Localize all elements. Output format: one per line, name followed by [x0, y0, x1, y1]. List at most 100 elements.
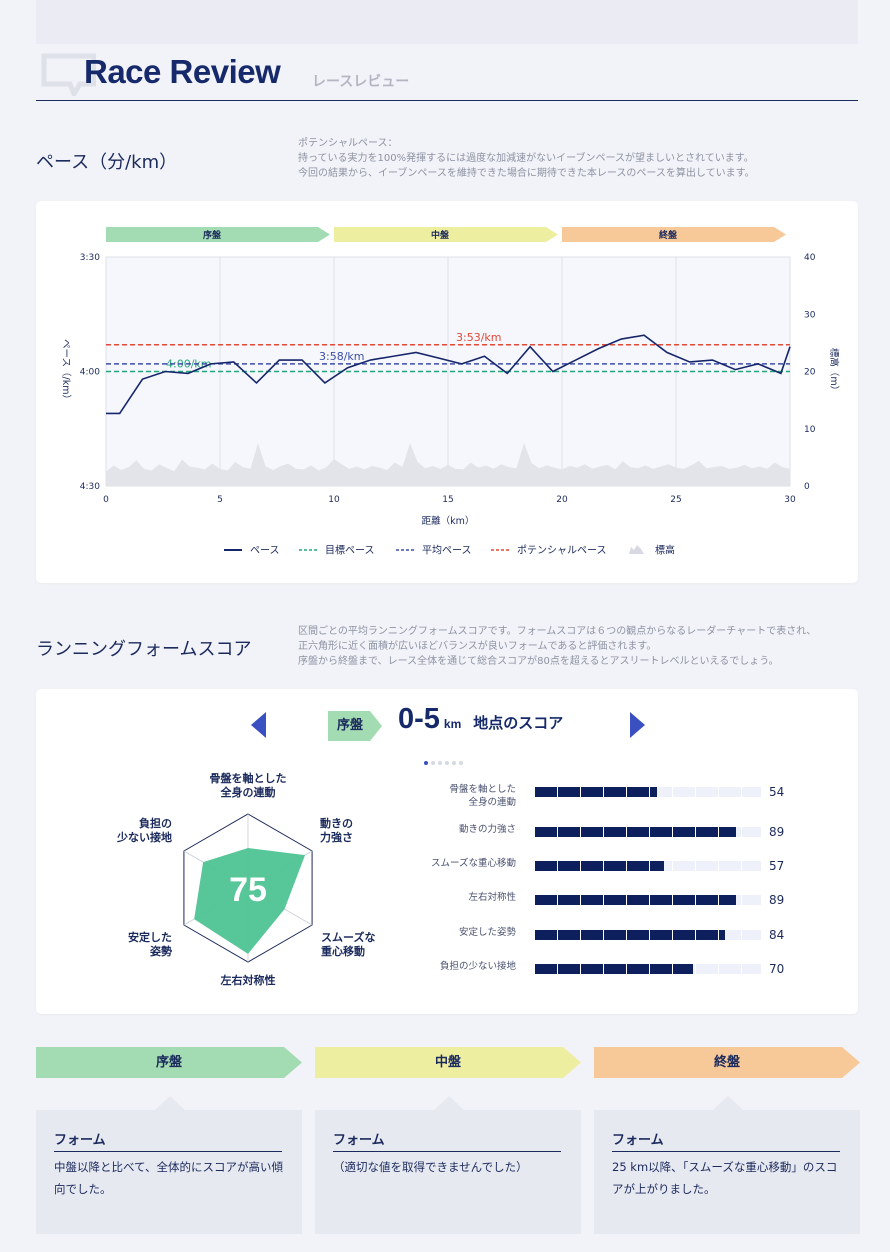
comment-text: （適切な値を取得できませんでした）	[333, 1160, 528, 1174]
phase-banner-early: 序盤	[36, 1047, 302, 1078]
metric-bar-segments	[535, 930, 761, 940]
range-unit: km	[443, 717, 462, 731]
phase-tag: 序盤	[328, 711, 382, 741]
radar-label-posture: 安定した 姿勢	[72, 931, 172, 959]
phase-arrow	[562, 227, 786, 242]
radar-chart: 75	[183, 813, 313, 963]
metric-row: 左右対称性 89	[426, 891, 806, 907]
top-bar	[36, 0, 858, 44]
legend-swatch	[629, 545, 644, 554]
radar-label-line: 動きの	[320, 817, 353, 830]
form-section-desc: 区間ごとの平均ランニングフォームスコアです。フォームスコアは６つの観点からなるレ…	[298, 624, 816, 669]
pagination-dot[interactable]	[452, 761, 456, 765]
radar-label-center-of-mass: スムーズな 重心移動	[321, 931, 375, 959]
legend-label: ポテンシャルペース	[517, 545, 607, 557]
y2-tick-label: 10	[804, 425, 816, 435]
pagination-dots[interactable]	[424, 750, 466, 769]
radar-label-line: 力強さ	[320, 831, 353, 844]
speech-bubble-icon	[41, 53, 96, 96]
metric-row: 安定した姿勢 84	[426, 926, 806, 942]
radar-label-line: 負担の	[139, 817, 172, 830]
reference-label: 3:53/km	[456, 331, 502, 344]
metric-value: 89	[769, 893, 785, 907]
legend-label: ペース	[250, 546, 280, 557]
phase-banner-label: 終盤	[713, 1055, 740, 1070]
radar-label-line: 骨盤を軸とした	[209, 772, 287, 785]
pagination-dot[interactable]	[424, 761, 428, 765]
y2-axis-label: 標高（m）	[828, 348, 840, 395]
pagination-dot[interactable]	[431, 761, 435, 765]
range-value: 0-5	[398, 703, 440, 735]
comment-notch	[155, 1096, 185, 1110]
radar-label-landing: 負担の 少ない接地	[72, 817, 172, 845]
phase-arrow-label: 中盤	[431, 229, 450, 241]
radar-score-area	[194, 848, 306, 954]
form-desc-line: 区間ごとの平均ランニングフォームスコアです。フォームスコアは６つの観点からなるレ…	[298, 626, 817, 637]
metric-name-line: 安定した姿勢	[458, 927, 516, 938]
pace-chart-card: 0 5 10 15 20 25 30 序盤 中盤 終盤 3:30 4:00 4:30 0 10 20 30 40 距…	[36, 201, 858, 583]
pace-line	[106, 334, 791, 415]
comment-notch	[434, 1096, 464, 1110]
radar-label-line: スムーズな	[321, 931, 376, 944]
metric-value: 84	[769, 928, 785, 942]
metric-name-line: 動きの力強さ	[458, 824, 516, 835]
phase-banner-shape	[36, 1047, 302, 1078]
y2-tick-label: 20	[804, 368, 816, 378]
metric-bar-segments	[535, 827, 761, 837]
phase-tag-shape	[328, 711, 382, 741]
x-tick-label: 5	[217, 495, 223, 505]
metric-name-line: 左右対称性	[468, 892, 516, 903]
metric-name: 安定した姿勢	[459, 926, 516, 939]
metric-name: 左右対称性	[468, 891, 516, 904]
metric-bar-track	[535, 827, 761, 837]
pagination-dot[interactable]	[445, 761, 449, 765]
metric-name-line: 負担の少ない接地	[439, 961, 516, 972]
phase-banner-label: 中盤	[434, 1055, 461, 1070]
page-header: Race Review レースレビュー	[36, 44, 858, 101]
metric-bar-track	[535, 787, 761, 797]
y2-tick-label: 40	[804, 253, 816, 263]
phase-banner-shape	[315, 1047, 581, 1078]
radar-label-line: 重心移動	[321, 945, 365, 958]
phase-banner-middle: 中盤	[315, 1047, 581, 1078]
radar-label-line: 安定した	[128, 931, 172, 944]
form-section-title: ランニングフォームスコア	[36, 639, 252, 660]
x-tick-label: 30	[784, 495, 796, 505]
metric-bar-track	[535, 964, 761, 974]
next-section-arrow-icon[interactable]	[630, 712, 645, 738]
metric-value: 54	[769, 785, 785, 799]
metric-value: 57	[769, 859, 785, 873]
comment-text: 中盤以降と比べて、全体的にスコアが高い傾向でした。	[54, 1160, 283, 1196]
prev-section-arrow-icon[interactable]	[251, 712, 266, 738]
comment-title: フォーム	[612, 1129, 840, 1152]
metric-name-line: スムーズな重心移動	[430, 858, 516, 869]
comment-notch	[713, 1096, 743, 1110]
metric-bar-track	[535, 895, 761, 905]
comment-box-middle: フォーム （適切な値を取得できませんでした）	[315, 1110, 581, 1234]
radar-label-line: 姿勢	[150, 945, 172, 958]
elevation-area	[106, 443, 790, 486]
metric-bar-segments	[535, 964, 761, 974]
metric-row: スムーズな重心移動 57	[426, 857, 806, 873]
radar-label-line: 左右対称性	[220, 974, 276, 987]
range-label: 地点のスコア	[473, 715, 564, 732]
pagination-dot[interactable]	[459, 761, 463, 765]
phase-banner-late: 終盤	[594, 1047, 860, 1078]
phase-banner-shape	[594, 1047, 860, 1078]
y-tick-label: 4:00	[80, 368, 100, 378]
y2-tick-label: 30	[804, 310, 816, 320]
legend-label: 目標ペース	[325, 544, 375, 557]
radar-label-symmetry: 左右対称性	[198, 974, 298, 988]
comment-box-early: フォーム 中盤以降と比べて、全体的にスコアが高い傾向でした。	[36, 1110, 302, 1234]
comment-box-late: フォーム 25 km以降、「スムーズな重心移動」のスコアが上がりました。	[594, 1110, 860, 1234]
phase-arrow	[334, 227, 558, 242]
pace-section-desc: ポテンシャルペース： 持っている実力を100%発揮するには過度な加減速がないイー…	[298, 136, 755, 181]
metric-name: スムーズな重心移動	[431, 857, 516, 870]
radar-label-pelvis: 骨盤を軸とした 全身の連動	[198, 772, 298, 800]
phase-banner-label: 序盤	[155, 1055, 182, 1070]
y2-tick-label: 0	[804, 482, 810, 492]
pagination-dot[interactable]	[438, 761, 442, 765]
metric-name: 骨盤を軸とした 全身の連動	[449, 783, 516, 809]
comment-title: フォーム	[54, 1129, 282, 1152]
